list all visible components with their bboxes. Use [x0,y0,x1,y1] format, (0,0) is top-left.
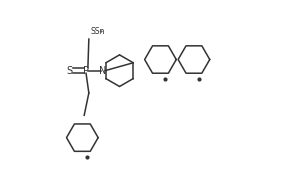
Text: SSn: SSn [90,27,105,36]
Text: N: N [99,66,106,76]
Text: P: P [83,66,89,76]
Text: +: + [98,29,104,34]
Text: S: S [66,66,72,76]
